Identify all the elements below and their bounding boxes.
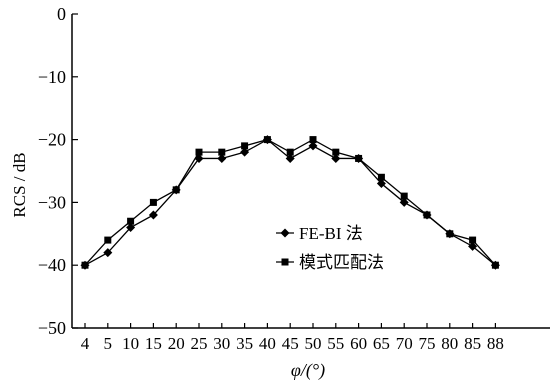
x-tick-label: 40 [259,334,276,353]
x-tick-label: 30 [213,334,230,353]
series-2-point [81,261,89,269]
y-tick-label: −50 [38,318,66,338]
series-2-point [218,148,226,156]
series-2-point [286,148,294,156]
y-tick-label: −10 [38,67,66,87]
legend-label: FE-BI 法 [299,224,363,243]
series-2-point [332,148,340,156]
x-tick-label: 10 [122,334,139,353]
x-tick-label: 20 [168,334,185,353]
series-1-point [194,153,204,163]
series-1-point [308,141,318,151]
y-tick-label: −30 [38,192,66,212]
x-tick-label: 15 [145,334,162,353]
series-2-point [423,211,431,219]
series-1-point [468,241,478,251]
series-1-point [399,197,409,207]
x-tick-label: 70 [396,334,413,353]
legend-marker [280,228,290,238]
x-tick-label: 65 [373,334,390,353]
x-axis-label: φ/(°) [291,360,325,381]
y-tick-label: −40 [38,255,66,275]
x-tick-label: 5 [104,334,113,353]
series-1-point [240,147,250,157]
series-1-point [148,210,158,220]
series-2-point [491,261,499,269]
y-axis-label: RCS / dB [10,152,29,217]
series-1-point [103,248,113,258]
series-2-point [377,173,385,181]
x-tick-label: 45 [282,334,299,353]
series-2-point [446,230,454,238]
x-tick-label: 88 [487,334,504,353]
x-tick-label: 85 [464,334,481,353]
x-tick-label: 35 [236,334,253,353]
axes [71,14,550,329]
x-tick-label: 80 [441,334,458,353]
series-2-point [172,186,180,194]
x-tick-label: 60 [350,334,367,353]
series-2-point [263,136,271,144]
x-tick-label: 75 [419,334,436,353]
series-markers [80,135,500,270]
legend-marker [281,258,289,266]
series-1-point [217,153,227,163]
series-2-point [309,136,317,144]
series-2-point [127,217,135,225]
series-2-point [400,192,408,200]
series-2-point [149,198,157,206]
series-2-point [241,142,249,150]
legend-label: 模式匹配法 [299,253,384,272]
series-2-point [104,236,112,244]
x-tick-label: 55 [327,334,344,353]
x-tick-label: 50 [305,334,322,353]
y-ticks: 0 −10 −20 −30 −40 −50 [38,4,78,338]
x-ticks: 4 5 10 15 20 25 30 35 40 45 50 55 60 65 70 75 80 85 88 [81,323,504,353]
series-2-point [195,148,203,156]
series-2-point [355,154,363,162]
series-1-point [331,153,341,163]
series-2-point [469,236,477,244]
y-tick-label: 0 [57,4,66,24]
series-1-point [126,223,136,233]
series-1-point [376,179,386,189]
x-tick-label: 4 [81,334,90,353]
y-tick-label: −20 [38,130,66,150]
x-tick-label: 25 [191,334,208,353]
series-1-point [285,153,295,163]
